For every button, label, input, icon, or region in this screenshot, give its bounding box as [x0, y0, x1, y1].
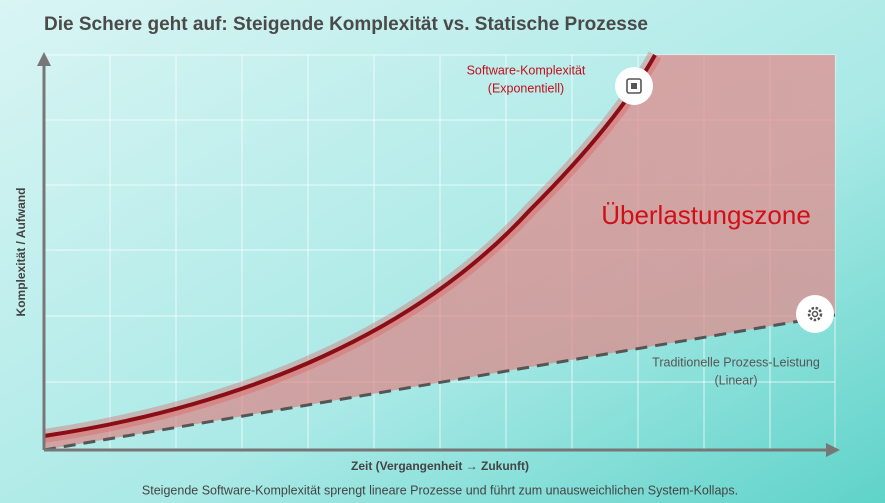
- caption: Steigende Software-Komplexität sprengt l…: [142, 483, 738, 497]
- linear-line: [43, 313, 836, 452]
- overload-zone: [44, 55, 835, 450]
- exponential-label: (Exponentiell): [488, 81, 564, 95]
- exponential-curve: [43, 54, 657, 438]
- y-axis-label: Komplexität / Aufwand: [14, 188, 28, 317]
- zone-label: Überlastungszone: [601, 200, 811, 230]
- x-axis-label: Zeit (Vergangenheit → Zukunft): [351, 459, 529, 473]
- x-axis-arrow: [826, 443, 840, 457]
- chip-icon: [615, 67, 653, 105]
- linear-label: (Linear): [714, 373, 757, 387]
- linear-label: Traditionelle Prozess-Leistung: [652, 355, 820, 369]
- exponential-label: Software-Komplexität: [467, 63, 586, 77]
- title: Die Schere geht auf: Steigende Komplexit…: [44, 14, 648, 35]
- y-axis-arrow: [37, 52, 51, 66]
- gear-icon: [796, 295, 834, 333]
